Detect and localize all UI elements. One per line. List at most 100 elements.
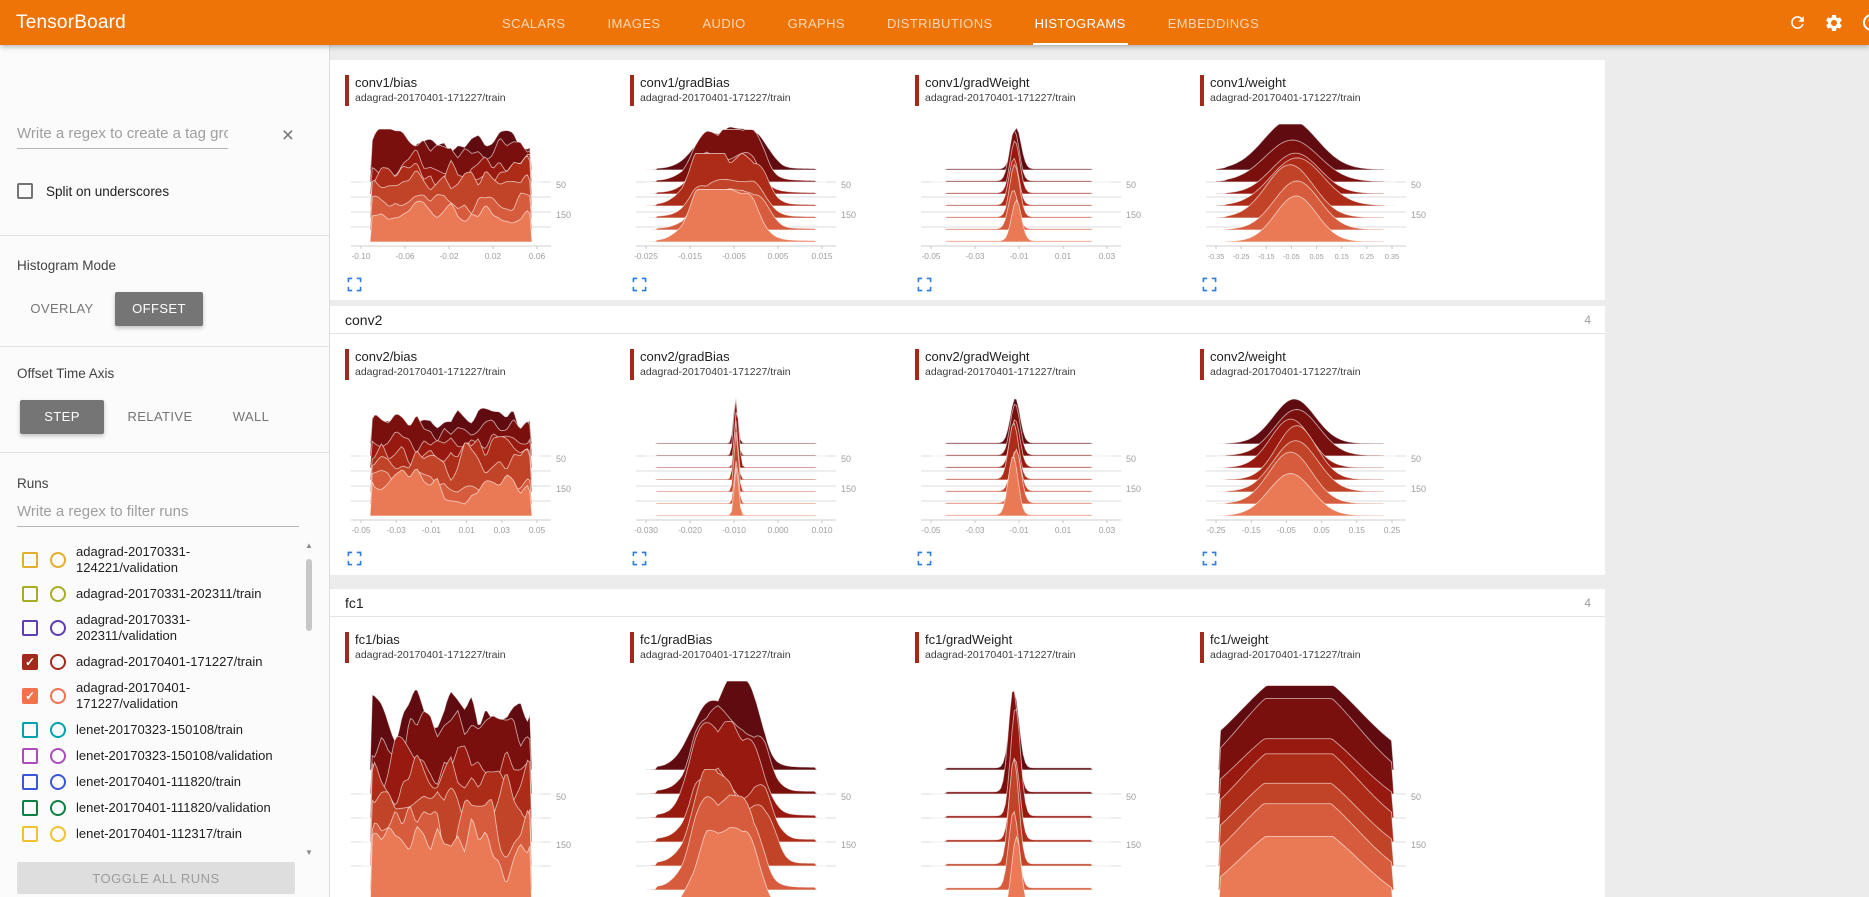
y-step-label: 50	[841, 792, 851, 802]
run-checkbox[interactable]	[22, 748, 38, 764]
settings-icon[interactable]	[1824, 13, 1844, 33]
toggle-all-runs-button[interactable]: TOGGLE ALL RUNS	[17, 862, 295, 894]
tab-graphs[interactable]: GRAPHS	[787, 16, 845, 31]
run-color-bar	[345, 349, 349, 380]
run-row[interactable]: adagrad-20170331-202311/train	[0, 581, 329, 607]
scroll-up-arrow[interactable]: ▲	[305, 541, 313, 550]
tab-scalars[interactable]: SCALARS	[502, 16, 566, 31]
run-row[interactable]: lenet-20170401-112317/train	[0, 821, 329, 847]
chart-area: 50 150 -0.030 -0.020 -0.010 0.000 0.010	[630, 392, 890, 549]
refresh-icon[interactable]	[1787, 13, 1807, 33]
chart-title: conv2/gradWeight	[925, 349, 1030, 364]
expand-icon[interactable]	[917, 277, 933, 293]
x-tick-label: -0.03	[965, 525, 984, 535]
tab-distributions[interactable]: DISTRIBUTIONS	[886, 16, 993, 31]
ridgeline-chart[interactable]: 50 150	[915, 675, 1173, 897]
run-row[interactable]: lenet-20170323-150108/train	[0, 717, 329, 743]
x-tick-label: -0.005	[722, 251, 746, 261]
run-checkbox[interactable]	[22, 552, 38, 568]
ridgeline-chart[interactable]: 50 150	[345, 675, 603, 897]
chart-title: conv1/weight	[1210, 75, 1286, 90]
run-checkbox[interactable]	[22, 586, 38, 602]
offset-time-axis-wall-button[interactable]: WALL	[216, 400, 286, 434]
tag-filter-input[interactable]	[17, 125, 228, 149]
ridgeline-chart[interactable]: 50 150 -0.10 -0.06 -0.02 0.02 0.06	[345, 118, 603, 270]
offset-time-axis-step-button[interactable]: STEP	[20, 400, 104, 434]
expand-icon[interactable]	[632, 551, 648, 567]
x-tick-label: -0.05	[921, 525, 940, 535]
help-icon[interactable]: ?	[1861, 13, 1869, 33]
run-checkbox[interactable]	[22, 774, 38, 790]
chart-run-subtitle: adagrad-20170401-171227/train	[1210, 649, 1361, 661]
run-list-scrollbar[interactable]: ▲ ▼	[303, 541, 315, 857]
ridgeline-chart[interactable]: 50 150 -0.05 -0.03 -0.01 0.01 0.03	[915, 118, 1173, 270]
category-section-conv2: conv2 4 conv2/bias adagrad-20170401-171227/…	[330, 306, 1605, 575]
category-title: fc1	[345, 594, 364, 611]
run-row[interactable]: lenet-20170401-111820/train	[0, 769, 329, 795]
run-checkbox[interactable]	[22, 620, 38, 636]
run-checkbox[interactable]: ✓	[22, 654, 38, 670]
run-radio[interactable]	[50, 552, 66, 568]
run-radio[interactable]	[50, 748, 66, 764]
ridgeline-chart[interactable]: 50 150 -0.25 -0.15 -0.05 0.05 0.15 0.25	[1200, 392, 1458, 544]
category-header[interactable]: conv2 4	[330, 306, 1605, 334]
expand-icon[interactable]	[1202, 277, 1218, 293]
chart-run-subtitle: adagrad-20170401-171227/train	[925, 649, 1076, 661]
run-radio[interactable]	[50, 654, 66, 670]
ridgeline-chart[interactable]: 50 150	[630, 675, 888, 897]
run-radio[interactable]	[50, 774, 66, 790]
tab-audio[interactable]: AUDIO	[702, 16, 746, 31]
category-header[interactable]: fc1 4	[330, 589, 1605, 617]
ridgeline-chart[interactable]: 50 150 -0.05 -0.03 -0.01 0.01 0.03	[915, 392, 1173, 544]
scroll-down-arrow[interactable]: ▼	[305, 848, 313, 857]
run-radio[interactable]	[50, 586, 66, 602]
scrollbar-thumb[interactable]	[306, 559, 312, 631]
run-row[interactable]: lenet-20170323-150108/validation	[0, 743, 329, 769]
histogram-mode-overlay-button[interactable]: OVERLAY	[17, 292, 107, 326]
tab-bar: SCALARS IMAGES AUDIO GRAPHS DISTRIBUTIONS HIS…	[500, 0, 1261, 45]
split-underscores-checkbox[interactable]	[17, 183, 33, 199]
ridgeline-chart[interactable]: 50 150	[1200, 675, 1458, 897]
run-radio[interactable]	[50, 826, 66, 842]
x-tick-label: 0.01	[458, 525, 475, 535]
run-checkbox[interactable]	[22, 826, 38, 842]
expand-icon[interactable]	[347, 551, 363, 567]
histogram-card: conv2/gradWeight adagrad-20170401-171227/…	[915, 348, 1175, 567]
run-radio[interactable]	[50, 620, 66, 636]
y-step-label: 150	[556, 840, 571, 850]
run-color-bar	[915, 75, 919, 106]
runs-filter-input[interactable]	[17, 503, 299, 527]
ridgeline-chart[interactable]: 50 150 -0.05 -0.03 -0.01 0.01 0.03 0.05	[345, 392, 603, 544]
tab-embeddings[interactable]: EMBEDDINGS	[1167, 16, 1260, 31]
run-checkbox[interactable]	[22, 722, 38, 738]
run-row[interactable]: ✓ adagrad-20170401-171227/validation	[0, 675, 329, 717]
run-row[interactable]: ✓ adagrad-20170401-171227/train	[0, 649, 329, 675]
clear-icon[interactable]: ×	[281, 124, 294, 147]
run-radio[interactable]	[50, 722, 66, 738]
expand-icon[interactable]	[632, 277, 648, 293]
x-tick-label: 0.15	[1349, 525, 1366, 535]
offset-time-axis-relative-button[interactable]: RELATIVE	[112, 400, 208, 434]
y-step-label: 50	[556, 180, 566, 190]
tab-histograms[interactable]: HISTOGRAMS	[1033, 0, 1128, 45]
run-row[interactable]: lenet-20170401-111820/validation	[0, 795, 329, 821]
histogram-mode-offset-button[interactable]: OFFSET	[115, 292, 203, 326]
x-tick-label: 0.25	[1360, 252, 1374, 261]
expand-icon[interactable]	[1202, 551, 1218, 567]
run-row[interactable]: adagrad-20170331-124221/validation	[0, 539, 329, 581]
card-header: conv1/gradBias adagrad-20170401-171227/tr…	[630, 74, 890, 108]
ridgeline-chart[interactable]: 50 150 -0.35 -0.25 -0.15 -0.05 0.05 0.15 0.25 0.3…	[1200, 118, 1458, 270]
run-radio[interactable]	[50, 688, 66, 704]
ridgeline-chart[interactable]: 50 150 -0.025 -0.015 -0.005 0.005 0.015	[630, 118, 888, 270]
run-radio[interactable]	[50, 800, 66, 816]
ridgeline-chart[interactable]: 50 150 -0.030 -0.020 -0.010 0.000 0.010	[630, 392, 888, 544]
run-row[interactable]: adagrad-20170331-202311/validation	[0, 607, 329, 649]
run-checkbox[interactable]: ✓	[22, 688, 38, 704]
run-checkbox[interactable]	[22, 800, 38, 816]
run-label: lenet-20170401-111820/validation	[76, 800, 271, 815]
tab-images[interactable]: IMAGES	[607, 16, 661, 31]
x-tick-label: 0.01	[1055, 251, 1072, 261]
expand-icon[interactable]	[347, 277, 363, 293]
expand-icon[interactable]	[917, 551, 933, 567]
